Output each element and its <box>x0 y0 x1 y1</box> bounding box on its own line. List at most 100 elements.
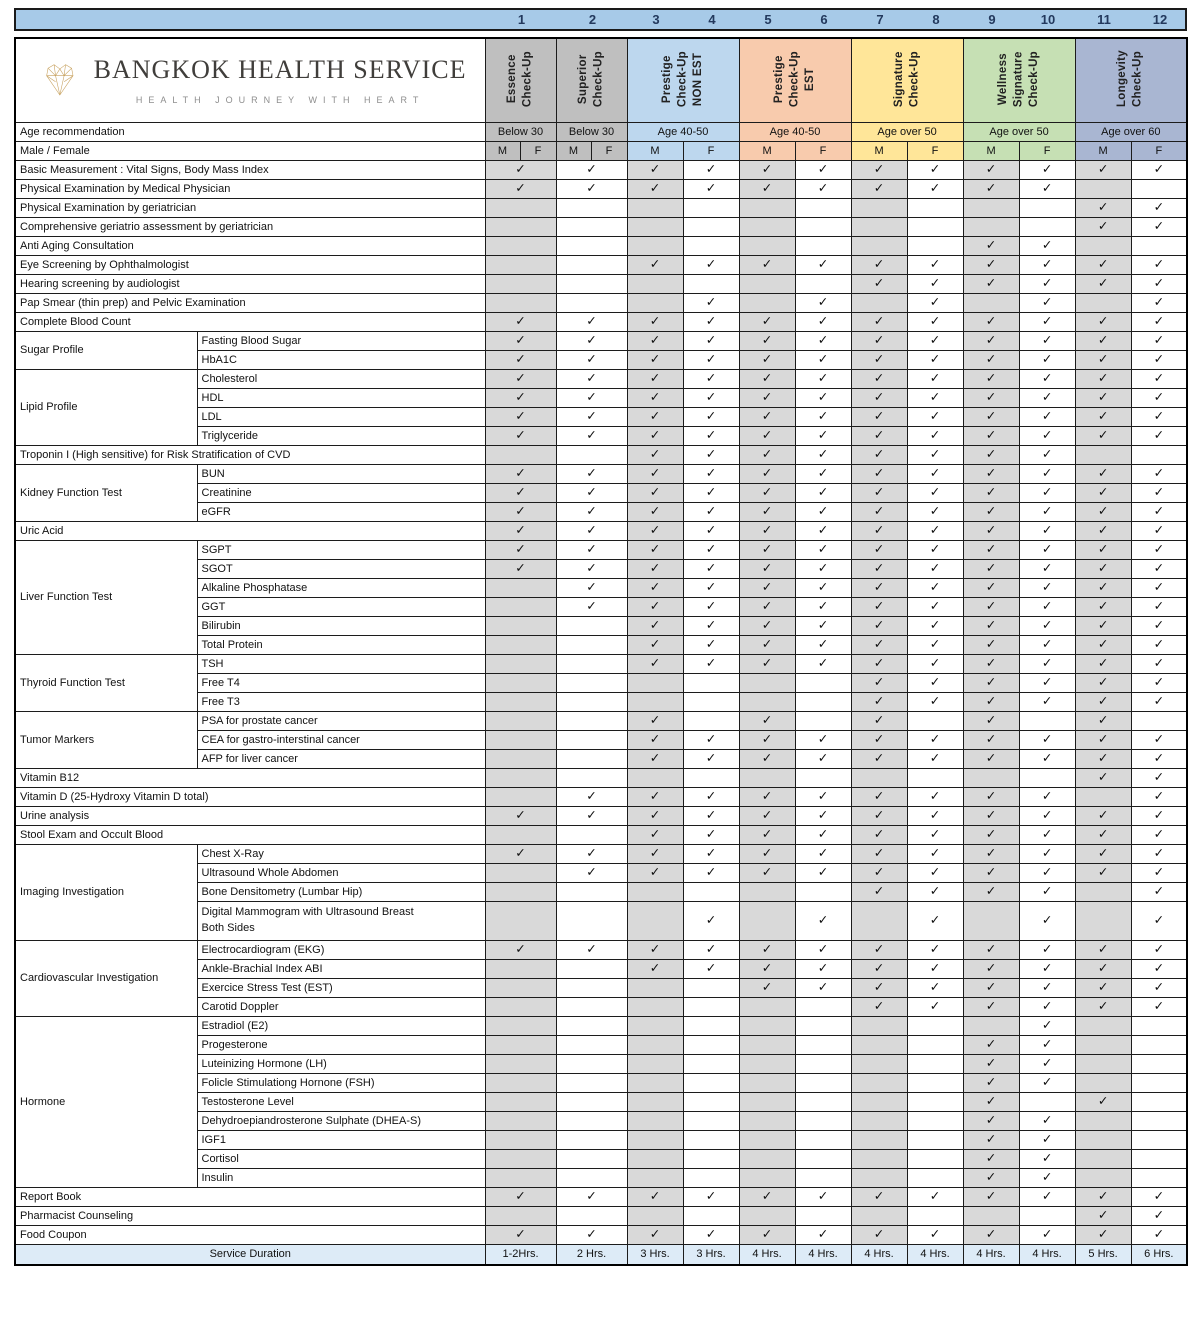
check-cell <box>484 1167 557 1188</box>
check-cell <box>484 634 557 655</box>
check-cell: ✓ <box>794 615 852 636</box>
check-cell: ✓ <box>1074 1205 1132 1226</box>
row-label: Hearing screening by audiologist <box>14 273 486 294</box>
check-cell: ✓ <box>738 786 796 807</box>
check-cell: ✓ <box>626 406 684 427</box>
check-cell: ✓ <box>484 558 557 579</box>
check-cell <box>682 996 740 1017</box>
check-cell: ✓ <box>738 349 796 370</box>
duration-cell: 4 Hrs. <box>962 1243 1020 1266</box>
check-cell: ✓ <box>1074 520 1132 541</box>
check-cell: ✓ <box>850 748 908 769</box>
check-cell: ✓ <box>906 1186 964 1207</box>
sex-header-female: F <box>1018 140 1076 161</box>
check-cell <box>626 216 684 237</box>
check-cell: ✓ <box>484 349 557 370</box>
table-row: eGFR ✓ ✓ ✓ ✓ ✓ ✓ ✓ ✓ ✓ ✓ ✓ ✓ <box>15 501 1188 522</box>
check-cell: ✓ <box>484 539 557 560</box>
check-cell: ✓ <box>484 843 557 864</box>
check-cell <box>1074 1053 1132 1074</box>
check-cell <box>555 881 628 902</box>
check-cell: ✓ <box>1018 520 1076 541</box>
table-row: CEA for gastro-interstinal cancer ✓ ✓ ✓ ✓ ✓ ✓ ✓… <box>15 729 1188 750</box>
check-cell: ✓ <box>1074 406 1132 427</box>
check-cell <box>738 235 796 256</box>
check-cell: ✓ <box>682 311 740 332</box>
check-cell: ✓ <box>794 406 852 427</box>
check-cell <box>626 1034 684 1055</box>
check-cell <box>682 197 740 218</box>
check-cell: ✓ <box>1074 634 1132 655</box>
check-cell: ✓ <box>555 520 628 541</box>
check-cell: ✓ <box>962 558 1020 579</box>
check-cell: ✓ <box>850 349 908 370</box>
check-cell: ✓ <box>1130 197 1188 218</box>
check-cell: ✓ <box>1074 1224 1132 1245</box>
check-cell <box>555 977 628 998</box>
check-cell: ✓ <box>555 178 628 199</box>
check-cell <box>962 1015 1020 1036</box>
check-cell: ✓ <box>1074 615 1132 636</box>
check-cell <box>794 881 852 902</box>
check-cell: ✓ <box>738 539 796 560</box>
package-name: Prestige Check-Up EST <box>772 50 816 107</box>
table-row: Physical Examination by geriatrician ✓ ✓ <box>14 197 1188 218</box>
check-cell <box>484 1034 557 1055</box>
check-cell <box>626 1148 684 1169</box>
table-row: Hormone Estradiol (E2) ✓ <box>14 1015 1188 1188</box>
check-cell: ✓ <box>1130 273 1188 294</box>
check-cell: ✓ <box>962 254 1020 275</box>
check-cell <box>484 235 557 256</box>
check-cell: ✓ <box>1018 1167 1076 1188</box>
check-cell: ✓ <box>962 539 1020 560</box>
check-cell <box>906 1053 964 1074</box>
table-row: Pap Smear (thin prep) and Pelvic Examina… <box>14 292 1188 313</box>
row-label: HDL <box>196 387 486 408</box>
sex-header-female: F <box>794 140 852 161</box>
check-cell: ✓ <box>1018 406 1076 427</box>
check-cell: ✓ <box>682 958 740 979</box>
row-label: Physical Examination by geriatrician <box>14 197 486 218</box>
row-label: Ankle-Brachial Index ABI <box>196 958 486 979</box>
check-cell: ✓ <box>906 425 964 446</box>
check-cell <box>850 1015 908 1036</box>
check-cell <box>794 996 852 1017</box>
check-cell <box>794 197 852 218</box>
row-label: BUN <box>196 463 486 484</box>
table-row: Dehydroepiandrosterone Sulphate (DHEA-S)… <box>15 1110 1188 1131</box>
row-label: Physical Examination by Medical Physicia… <box>14 178 486 199</box>
check-cell <box>794 1034 852 1055</box>
checkup-comparison-table: BANGKOK HEALTH SERVICE HEALTH JOURNEY WIT… <box>14 37 1189 1266</box>
check-cell: ✓ <box>555 349 628 370</box>
check-cell: ✓ <box>1130 482 1188 503</box>
table-row: Vitamin D (25-Hydroxy Vitamin D total) ✓ ✓… <box>14 786 1188 807</box>
check-cell: ✓ <box>1018 159 1076 180</box>
check-cell: ✓ <box>1130 1224 1188 1245</box>
check-cell <box>850 1205 908 1226</box>
check-cell: ✓ <box>1130 387 1188 408</box>
row-label: TSH <box>196 653 486 674</box>
check-cell <box>1018 216 1076 237</box>
row-label: Alkaline Phosphatase <box>196 577 486 598</box>
check-cell: ✓ <box>850 958 908 979</box>
check-cell: ✓ <box>794 311 852 332</box>
check-cell: ✓ <box>682 292 740 313</box>
row-label: Luteinizing Hormone (LH) <box>196 1053 486 1074</box>
check-cell <box>850 216 908 237</box>
check-cell: ✓ <box>906 159 964 180</box>
check-cell <box>484 710 557 731</box>
check-cell <box>626 1129 684 1150</box>
duration-cell: 5 Hrs. <box>1074 1243 1132 1266</box>
check-cell: ✓ <box>555 482 628 503</box>
check-cell: ✓ <box>555 1224 628 1245</box>
table-row: Hearing screening by audiologist ✓ ✓ ✓ ✓ ✓ ✓ <box>14 273 1188 294</box>
check-cell: ✓ <box>484 387 557 408</box>
check-cell: ✓ <box>1018 444 1076 465</box>
check-cell: ✓ <box>794 634 852 655</box>
check-cell: ✓ <box>794 558 852 579</box>
check-cell: ✓ <box>906 615 964 636</box>
check-cell <box>794 216 852 237</box>
check-cell <box>626 900 684 941</box>
check-cell <box>626 691 684 712</box>
age-cell: Age over 50 <box>962 121 1076 142</box>
